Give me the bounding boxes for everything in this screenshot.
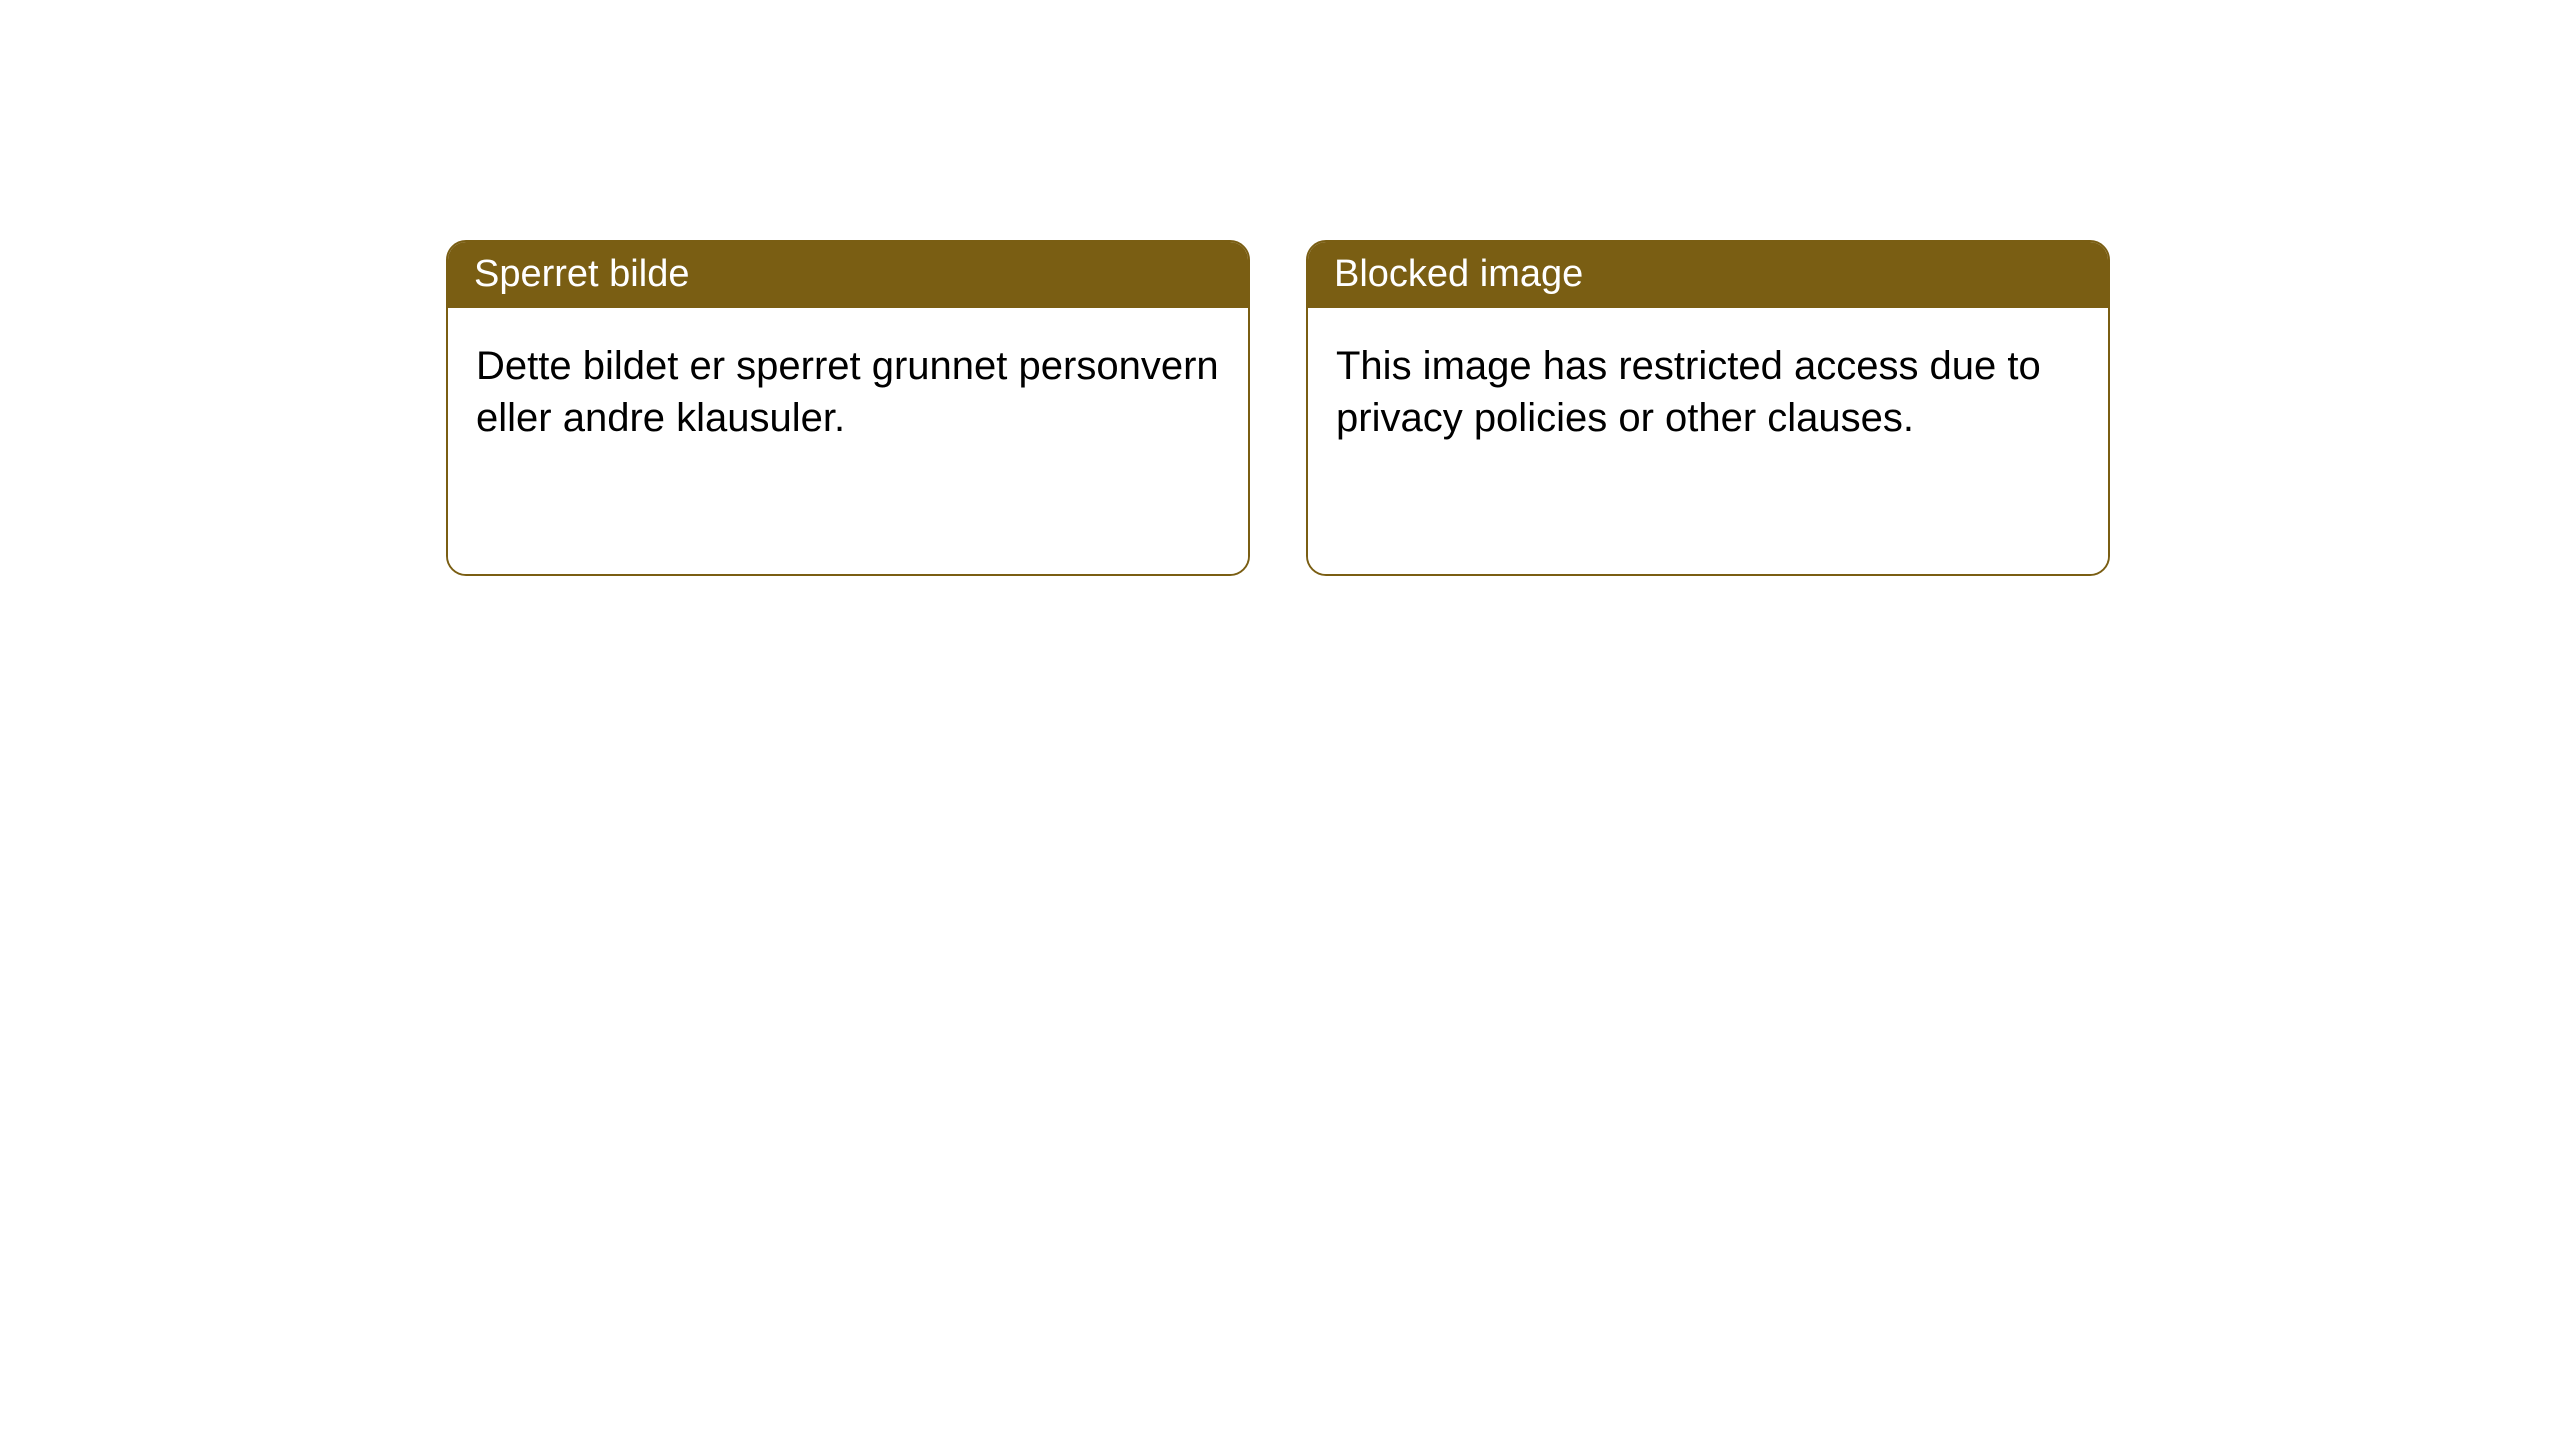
card-header: Sperret bilde [448,242,1248,308]
notice-container: Sperret bilde Dette bildet er sperret gr… [446,240,2110,576]
blocked-image-card-en: Blocked image This image has restricted … [1306,240,2110,576]
card-header: Blocked image [1308,242,2108,308]
card-body: Dette bildet er sperret grunnet personve… [448,308,1248,574]
card-body: This image has restricted access due to … [1308,308,2108,574]
blocked-image-card-no: Sperret bilde Dette bildet er sperret gr… [446,240,1250,576]
